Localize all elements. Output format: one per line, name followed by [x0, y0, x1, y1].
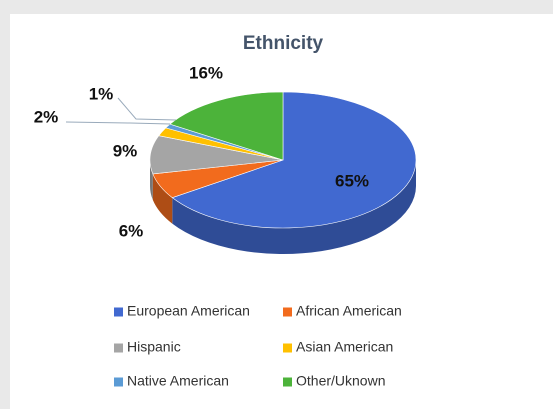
legend-swatch: [114, 377, 123, 387]
leader-line: [65, 121, 171, 125]
slice-side: [152, 173, 173, 224]
data-label: 16%: [189, 63, 223, 82]
slice: [171, 91, 417, 229]
leader-line: [117, 97, 177, 121]
legend-label: European American: [127, 303, 250, 319]
data-label: 9%: [113, 141, 138, 160]
legend-label: Native American: [127, 373, 229, 389]
legend-swatch: [283, 343, 292, 353]
data-label: 65%: [335, 171, 369, 190]
data-label: 1%: [89, 84, 114, 103]
legend-swatch: [283, 377, 292, 387]
legend-label: Hispanic: [127, 339, 181, 355]
chart-title: Ethnicity: [243, 33, 324, 54]
legend-swatch: [283, 307, 292, 317]
legend-label: Asian American: [296, 339, 393, 355]
legend-label: African American: [296, 303, 402, 319]
slice-side: [150, 160, 153, 200]
data-label: 2%: [34, 107, 59, 126]
legend-swatch: [114, 343, 123, 353]
legend-label: Other/Uknown: [296, 373, 385, 389]
legend-swatch: [114, 307, 123, 317]
slice-side: [172, 160, 416, 254]
data-label: 6%: [119, 221, 144, 240]
